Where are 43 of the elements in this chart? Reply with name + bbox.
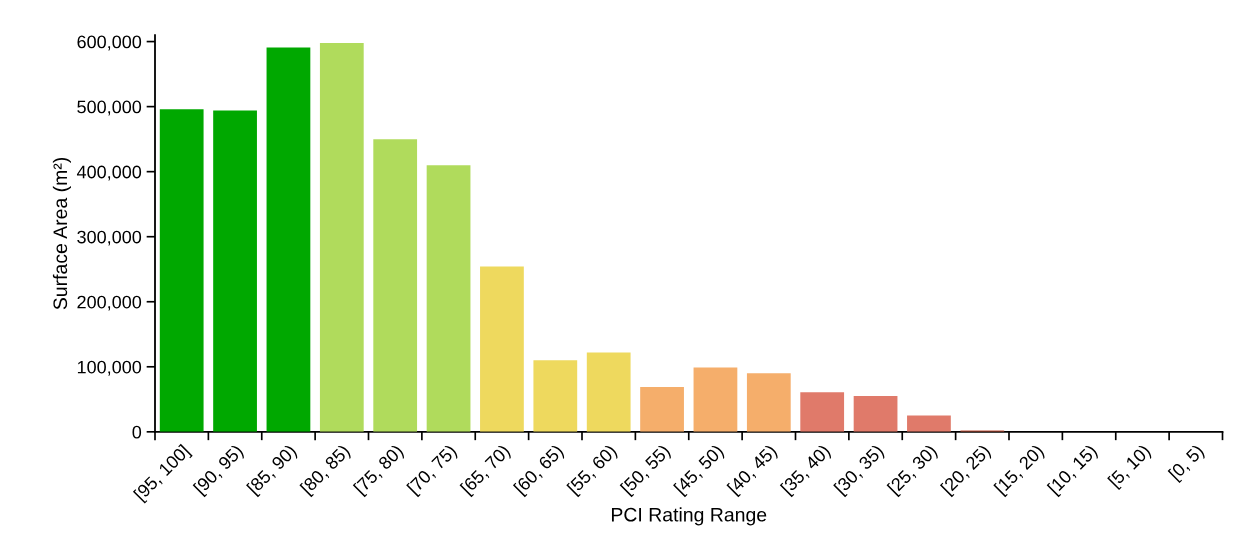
y-axis-title: Surface Area (m²) xyxy=(52,157,71,310)
x-tick-label: [55, 60) xyxy=(566,443,620,498)
y-tick-label: 0 xyxy=(132,425,142,439)
x-tick-label: [45, 50) xyxy=(673,443,727,498)
bar xyxy=(693,367,738,432)
bar xyxy=(426,165,471,432)
x-tick-label: [0, 5) xyxy=(1167,443,1207,484)
x-tick-label: [65, 70) xyxy=(459,443,514,498)
bar xyxy=(640,386,684,432)
y-tick-label: 400,000 xyxy=(76,165,142,181)
bar xyxy=(533,360,578,432)
bar xyxy=(266,47,311,432)
x-tick-label: [70, 75) xyxy=(406,443,460,498)
x-tick-label: [90, 95) xyxy=(192,443,247,498)
x-tick-label: [80, 85) xyxy=(299,443,353,498)
bar xyxy=(319,42,364,432)
x-axis-title: PCI Rating Range xyxy=(611,507,767,526)
bar xyxy=(853,396,898,432)
x-tick-label: [50, 55) xyxy=(619,443,674,498)
bar xyxy=(907,415,951,432)
x-tick-label: [85, 90) xyxy=(246,443,300,498)
y-tick-label: 500,000 xyxy=(77,100,142,116)
bar xyxy=(480,266,524,432)
x-tick-label: [30, 35) xyxy=(833,443,887,498)
bar xyxy=(746,373,791,432)
x-tick-label: [25, 30) xyxy=(886,443,941,498)
x-tick-label: [20, 25) xyxy=(939,443,994,498)
y-tick-label: 300,000 xyxy=(77,230,142,246)
y-tick-label: 200,000 xyxy=(77,295,142,311)
bar xyxy=(800,392,845,432)
y-tick-label: 100,000 xyxy=(77,360,142,376)
x-tick-label: [5, 10) xyxy=(1107,443,1154,491)
x-tick-label: [15, 20) xyxy=(993,443,1047,498)
x-tick-label: [35, 40) xyxy=(779,443,834,498)
bar xyxy=(159,109,204,432)
bar xyxy=(213,110,257,432)
x-tick-label: [75, 80) xyxy=(352,443,407,498)
bar xyxy=(373,139,418,432)
x-tick-label: [40, 45) xyxy=(726,443,780,498)
x-tick-label: [60, 65) xyxy=(512,443,567,498)
x-tick-label: [10, 15) xyxy=(1046,443,1101,498)
y-tick-label: 600,000 xyxy=(77,35,142,51)
bar xyxy=(586,352,631,432)
